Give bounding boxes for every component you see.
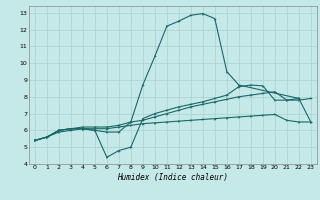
X-axis label: Humidex (Indice chaleur): Humidex (Indice chaleur) xyxy=(117,173,228,182)
